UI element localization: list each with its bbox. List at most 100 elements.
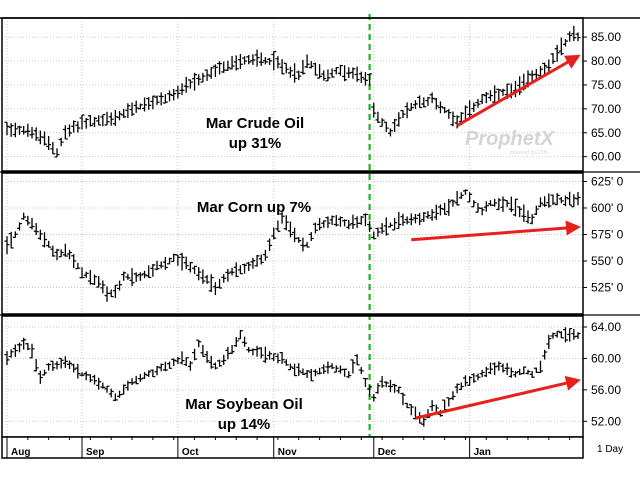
ohlc-bar bbox=[208, 66, 214, 79]
ohlc-bar bbox=[100, 113, 106, 127]
ohlc-bar bbox=[200, 72, 206, 83]
ohlc-bar bbox=[17, 125, 23, 135]
ohlc-bar bbox=[117, 111, 123, 121]
ohlc-bar bbox=[421, 97, 427, 108]
annotation-label: Mar Soybean Oil bbox=[185, 396, 303, 413]
ohlc-bar bbox=[471, 200, 477, 208]
ohlc-bar bbox=[154, 95, 160, 105]
ohlc-bar bbox=[46, 363, 52, 371]
ohlc-bar bbox=[183, 256, 189, 270]
ohlc-bar bbox=[421, 211, 427, 222]
ohlc-bar bbox=[250, 54, 256, 65]
ohlc-bar bbox=[496, 198, 502, 211]
ohlc-bar bbox=[492, 198, 498, 207]
ohlc-bar bbox=[571, 194, 577, 208]
ohlc-bar bbox=[337, 64, 343, 76]
ohlc-bar bbox=[237, 329, 243, 340]
ohlc-bar bbox=[350, 214, 356, 229]
ohlc-bar bbox=[37, 229, 43, 241]
ohlc-bar bbox=[54, 248, 60, 261]
ohlc-bar bbox=[375, 383, 381, 394]
ohlc-bar bbox=[271, 353, 277, 362]
ohlc-bar bbox=[42, 232, 48, 248]
ohlc-bar bbox=[287, 66, 293, 78]
trend-arrow bbox=[411, 220, 581, 242]
panel-frame bbox=[1, 315, 584, 438]
ohlc-bar bbox=[458, 382, 464, 391]
ohlc-bar bbox=[217, 359, 223, 367]
ohlc-bar bbox=[112, 284, 118, 298]
ohlc-bar bbox=[179, 83, 185, 96]
ohlc-bar bbox=[504, 362, 510, 375]
ohlc-bar bbox=[512, 198, 518, 217]
ohlc-bar bbox=[554, 193, 560, 206]
ohlc-bar bbox=[550, 194, 556, 205]
ohlc-bar bbox=[125, 103, 131, 119]
ohlc-bar bbox=[75, 121, 81, 133]
ohlc-bar bbox=[371, 102, 377, 118]
ohlc-bar bbox=[558, 37, 564, 56]
ohlc-bar bbox=[12, 344, 18, 357]
ohlc-bar bbox=[358, 215, 364, 225]
ohlc-bar bbox=[350, 359, 356, 374]
ohlc-bar bbox=[546, 59, 552, 73]
ohlc-bar bbox=[242, 56, 248, 65]
ohlc-bar bbox=[142, 97, 148, 112]
ohlc-bar bbox=[12, 231, 18, 239]
ohlc-bar bbox=[50, 360, 56, 372]
watermark-logo: ProphetX bbox=[465, 128, 556, 150]
ohlc-bar bbox=[279, 351, 285, 364]
ohlc-bar bbox=[108, 289, 114, 298]
ohlc-bar bbox=[521, 204, 527, 222]
ohlc-bar bbox=[192, 348, 198, 361]
ohlc-bar bbox=[96, 276, 102, 288]
ohlc-bar bbox=[329, 68, 335, 78]
ohlc-bar bbox=[483, 201, 489, 212]
x-axis-frame bbox=[1, 436, 584, 459]
ohlc-bar bbox=[54, 361, 60, 370]
ohlc-bar bbox=[87, 114, 93, 127]
ohlc-bar bbox=[321, 364, 327, 375]
ohlc-bar bbox=[29, 217, 35, 230]
y-tick-label: 75.00 bbox=[591, 78, 621, 92]
ohlc-bar bbox=[175, 357, 181, 365]
ohlc-bar bbox=[150, 95, 156, 110]
ohlc-bar bbox=[154, 366, 160, 376]
ohlc-bar bbox=[42, 131, 48, 146]
y-tick-label: 70.00 bbox=[591, 102, 621, 116]
ohlc-bar bbox=[354, 216, 360, 229]
ohlc-bar bbox=[104, 385, 110, 393]
ohlc-bar bbox=[312, 369, 318, 377]
ohlc-bar bbox=[129, 378, 135, 386]
ohlc-bar bbox=[192, 72, 198, 91]
ohlc-bar bbox=[450, 111, 456, 127]
ohlc-bar bbox=[379, 376, 385, 388]
ohlc-bar bbox=[37, 370, 43, 384]
ohlc-bar bbox=[217, 278, 223, 289]
ohlc-bar bbox=[387, 379, 393, 393]
ohlc-bar bbox=[367, 220, 373, 232]
ohlc-bar bbox=[567, 191, 573, 206]
ohlc-bar bbox=[33, 223, 39, 235]
watermark-sub: powered by DTN bbox=[510, 150, 548, 156]
ohlc-bar bbox=[350, 67, 356, 79]
ohlc-bar bbox=[387, 128, 393, 137]
x-tick-label: Jan bbox=[474, 447, 491, 458]
ohlc-bar bbox=[58, 249, 64, 258]
ohlc-bar bbox=[79, 114, 85, 130]
ohlc-bar bbox=[450, 391, 456, 401]
ohlc-bar bbox=[429, 209, 435, 221]
ohlc-bar bbox=[71, 363, 77, 373]
y-tick-label: 52.00 bbox=[591, 414, 621, 428]
ohlc-bar bbox=[83, 117, 89, 129]
ohlc-bar bbox=[212, 282, 218, 296]
ohlc-bar bbox=[17, 342, 23, 353]
ohlc-bar bbox=[79, 267, 85, 279]
y-tick-label: 65.00 bbox=[591, 126, 621, 140]
ohlc-bar bbox=[575, 32, 581, 42]
y-tick-label: 60.00 bbox=[591, 351, 621, 365]
ohlc-bar bbox=[342, 65, 348, 82]
ohlc-bar bbox=[58, 137, 64, 147]
ohlc-bar bbox=[471, 102, 477, 113]
ohlc-bar bbox=[133, 375, 139, 385]
